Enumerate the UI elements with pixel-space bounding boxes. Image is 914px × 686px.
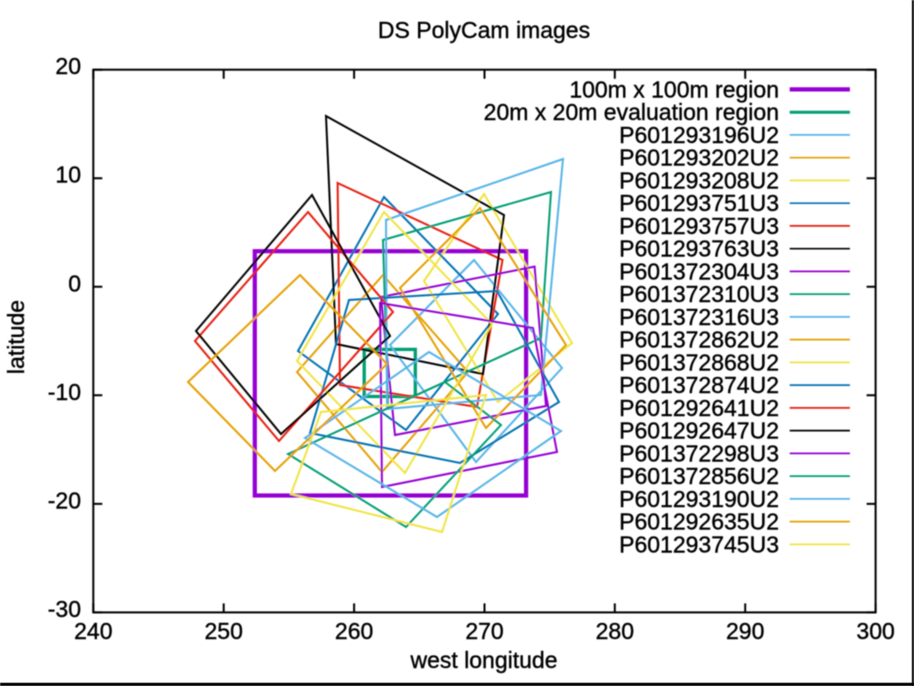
svg-text:P601293751U3: P601293751U3: [619, 190, 779, 216]
svg-text:P601293190U2: P601293190U2: [619, 486, 779, 512]
svg-text:P601292635U2: P601292635U2: [619, 509, 779, 535]
svg-text:west longitude: west longitude: [409, 647, 557, 673]
svg-text:P601292641U2: P601292641U2: [619, 395, 779, 421]
svg-text:-30: -30: [48, 596, 81, 622]
svg-text:P601293196U2: P601293196U2: [619, 122, 779, 148]
svg-text:P601372316U3: P601372316U3: [619, 304, 779, 330]
svg-text:300: 300: [856, 618, 894, 644]
svg-text:270: 270: [465, 618, 503, 644]
svg-text:10: 10: [55, 162, 81, 188]
svg-text:P601372298U3: P601372298U3: [619, 440, 779, 466]
svg-text:-20: -20: [48, 487, 81, 513]
svg-text:P601293208U2: P601293208U2: [619, 167, 779, 193]
svg-text:250: 250: [205, 618, 243, 644]
svg-text:P601293202U2: P601293202U2: [619, 145, 779, 171]
svg-text:P601372862U2: P601372862U2: [619, 327, 779, 353]
svg-text:260: 260: [335, 618, 373, 644]
svg-text:290: 290: [726, 618, 764, 644]
svg-text:280: 280: [596, 618, 634, 644]
svg-text:P601293745U3: P601293745U3: [619, 531, 779, 557]
svg-text:P601293763U3: P601293763U3: [619, 236, 779, 262]
svg-text:P601292647U2: P601292647U2: [619, 418, 779, 444]
svg-text:20m x 20m evaluation region: 20m x 20m evaluation region: [484, 99, 779, 125]
svg-text:P601293757U3: P601293757U3: [619, 213, 779, 239]
svg-text:-10: -10: [48, 379, 81, 405]
svg-text:240: 240: [74, 618, 112, 644]
svg-text:P601372874U2: P601372874U2: [619, 372, 779, 398]
svg-text:latitude: latitude: [3, 300, 29, 374]
svg-text:P601372868U2: P601372868U2: [619, 349, 779, 375]
svg-text:0: 0: [68, 270, 81, 296]
svg-text:P601372856U2: P601372856U2: [619, 463, 779, 489]
svg-text:P601372310U3: P601372310U3: [619, 281, 779, 307]
svg-text:20: 20: [55, 53, 81, 79]
svg-text:DS PolyCam images: DS PolyCam images: [378, 17, 590, 43]
svg-text:100m x 100m region: 100m x 100m region: [569, 76, 779, 102]
svg-text:P601372304U3: P601372304U3: [619, 258, 779, 284]
